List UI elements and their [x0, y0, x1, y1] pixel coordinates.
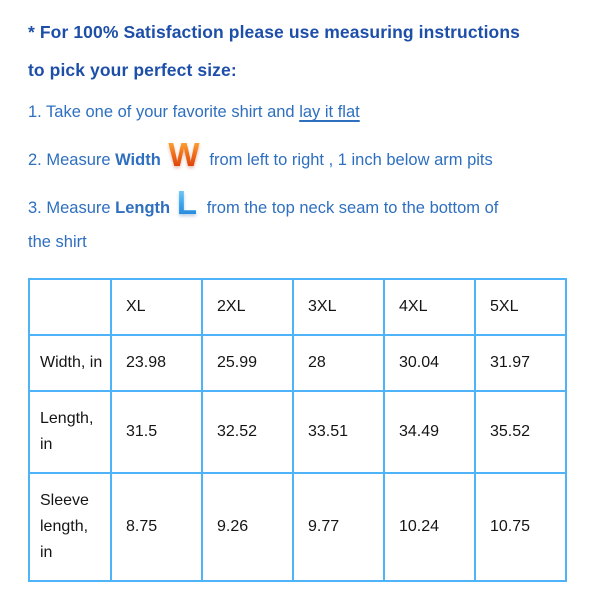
- size-column-header-3xl: 3XL: [292, 278, 385, 336]
- size-column-header-5xl: 5XL: [474, 278, 567, 336]
- size-column-header-2xl: 2XL: [201, 278, 294, 336]
- step-3-suffix-line2: the shirt: [28, 233, 87, 251]
- width-row-label: Width, in: [28, 334, 112, 392]
- step-3-prefix: 3. Measure: [28, 199, 116, 217]
- step-3-measure-length: 3. Measure Length L from the top neck se…: [28, 184, 584, 259]
- size-table-corner-cell: [28, 278, 112, 336]
- sleeve-2xl-value: 9.26: [201, 472, 294, 582]
- width-5xl-value: 31.97: [474, 334, 567, 392]
- step-1-lay-flat: 1. Take one of your favorite shirt and l…: [28, 100, 573, 124]
- satisfaction-heading-line2: to pick your perfect size:: [28, 60, 237, 80]
- length-5xl-value: 35.52: [474, 390, 567, 474]
- size-chart-table: XL 2XL 3XL 4XL 5XL Width, in 23.98 25.99…: [28, 278, 567, 582]
- sleeve-length-row: Sleeve length, in 8.75 9.26 9.77 10.24 1…: [28, 472, 567, 582]
- length-row: Length, in 31.5 32.52 33.51 34.49 35.52: [28, 390, 567, 474]
- length-letter-glyph: L: [177, 184, 197, 221]
- width-row: Width, in 23.98 25.99 28 30.04 31.97: [28, 334, 567, 392]
- width-xl-value: 23.98: [110, 334, 203, 392]
- sleeve-length-row-label: Sleeve length, in: [28, 472, 112, 582]
- width-letter-icon: W: [168, 136, 200, 173]
- length-2xl-value: 32.52: [201, 390, 294, 474]
- step-2-prefix: 2. Measure: [28, 151, 116, 169]
- length-xl-value: 31.5: [110, 390, 203, 474]
- sleeve-xl-value: 8.75: [110, 472, 203, 582]
- step-2-measure-width: 2. Measure Width W from left to right , …: [28, 136, 573, 174]
- step-3-length-label: Length: [115, 199, 171, 217]
- size-chart-table-container: XL 2XL 3XL 4XL 5XL Width, in 23.98 25.99…: [28, 278, 573, 582]
- lay-it-flat-underlined-text: lay it flat: [299, 103, 360, 121]
- step-2-suffix: from left to right , 1 inch below arm pi…: [204, 151, 493, 169]
- step-3-suffix-line1: from the top neck seam to the bottom of: [202, 199, 499, 217]
- length-row-label: Length, in: [28, 390, 112, 474]
- length-letter-icon: L: [177, 184, 197, 221]
- width-letter-glyph: W: [168, 136, 200, 173]
- width-3xl-value: 28: [292, 334, 385, 392]
- length-4xl-value: 34.49: [383, 390, 476, 474]
- size-table-header-row: XL 2XL 3XL 4XL 5XL: [28, 278, 567, 336]
- step-1-text: 1. Take one of your favorite shirt and: [28, 103, 300, 121]
- width-4xl-value: 30.04: [383, 334, 476, 392]
- size-column-header-4xl: 4XL: [383, 278, 476, 336]
- size-column-header-xl: XL: [110, 278, 203, 336]
- width-2xl-value: 25.99: [201, 334, 294, 392]
- sleeve-4xl-value: 10.24: [383, 472, 476, 582]
- satisfaction-heading-line1: * For 100% Satisfaction please use measu…: [28, 22, 520, 42]
- length-3xl-value: 33.51: [292, 390, 385, 474]
- step-2-width-label: Width: [115, 151, 161, 169]
- sleeve-5xl-value: 10.75: [474, 472, 567, 582]
- sleeve-3xl-value: 9.77: [292, 472, 385, 582]
